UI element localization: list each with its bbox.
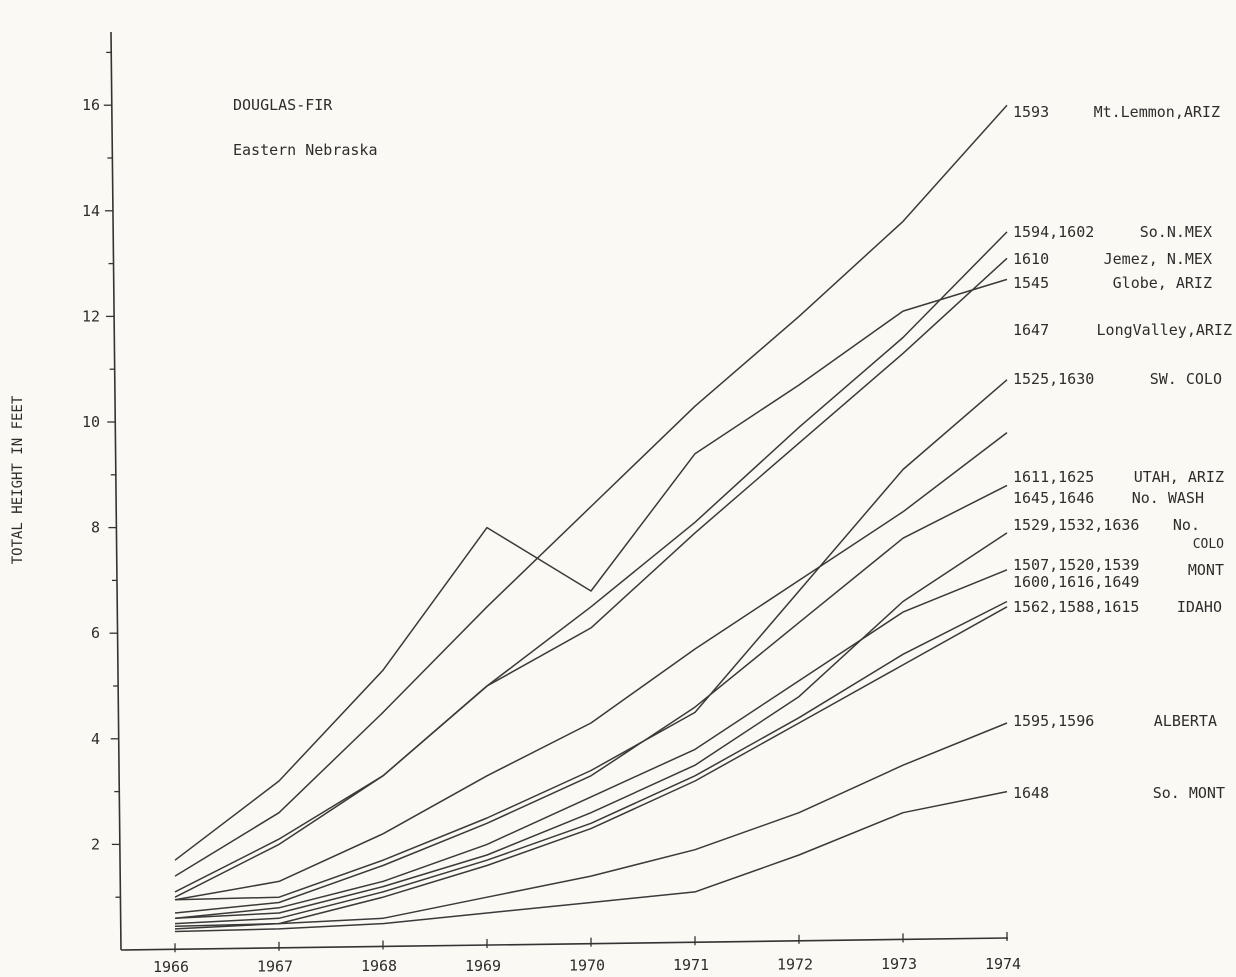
x-tick-label: 1968 — [361, 957, 397, 975]
line-label-code: 1562,1588,1615 — [1013, 598, 1139, 616]
series-line-4 — [174, 257, 1008, 893]
line-label-place: No. WASH — [1132, 489, 1204, 507]
x-axis-line — [120, 937, 1009, 951]
series-lines — [174, 104, 1008, 933]
x-tick-label: 1967 — [257, 958, 293, 976]
axes — [110, 31, 1009, 951]
line-label-code: 1610 — [1013, 250, 1049, 268]
line-label-place: COLO — [1193, 537, 1224, 552]
x-ticks: 1966 1967 1968 1969 1970 1971 1972 1973 1974 — [153, 932, 1021, 976]
series-line-2 — [174, 104, 1008, 877]
series-line-9 — [174, 532, 1008, 920]
line-label-place: SW. COLO — [1150, 370, 1222, 388]
line-label-code: 1600,1616,1649 — [1013, 573, 1139, 591]
line-label-code: 1594,1602 — [1013, 223, 1094, 241]
line-label-code: 1611,1625 — [1013, 468, 1094, 486]
line-label-code: 1545 — [1013, 274, 1049, 292]
y-tick-label: 6 — [91, 624, 100, 642]
y-tick-label: 2 — [91, 835, 100, 853]
line-label-place: Mt.Lemmon,ARIZ — [1094, 103, 1220, 121]
chart-title: DOUGLAS-FIR — [233, 96, 333, 114]
y-ticks: 2 4 6 8 10 12 14 16 — [82, 51, 121, 898]
line-label-place: Jemez, N.MEX — [1104, 250, 1212, 268]
line-label-place: ALBERTA — [1154, 712, 1217, 730]
line-label-place: So.N.MEX — [1140, 223, 1212, 241]
series-line-5 — [174, 432, 1008, 901]
line-label-code: 1647 — [1013, 321, 1049, 339]
x-tick-label: 1970 — [569, 956, 605, 974]
x-tick-label: 1972 — [777, 956, 813, 974]
line-label-code: 1525,1630 — [1013, 370, 1094, 388]
line-label-place: LongValley,ARIZ — [1097, 321, 1232, 339]
series-line-12 — [174, 722, 1008, 930]
x-tick-label: 1966 — [153, 958, 189, 976]
x-tick-label: 1971 — [673, 956, 709, 974]
y-tick-label: 10 — [82, 413, 100, 431]
y-tick-label: 8 — [91, 519, 100, 537]
chart-subtitle: Eastern Nebraska — [233, 141, 378, 159]
line-label-place: Globe, ARIZ — [1113, 274, 1212, 292]
y-tick-label: 14 — [82, 202, 100, 220]
line-label-place: IDAHO — [1177, 598, 1222, 616]
line-label-place: No. — [1173, 516, 1200, 534]
line-label-code: 1507,1520,1539 — [1013, 556, 1139, 574]
line-label-code: 1645,1646 — [1013, 489, 1094, 507]
y-tick-label: 4 — [91, 730, 100, 748]
series-line-11 — [174, 606, 1008, 927]
series-line-13 — [174, 790, 1008, 933]
x-tick-label: 1973 — [881, 955, 917, 973]
y-tick-label: 12 — [82, 307, 100, 325]
series-line-6 — [174, 379, 1008, 901]
line-label-code: 1593 — [1013, 103, 1049, 121]
line-label-code: 1595,1596 — [1013, 712, 1094, 730]
line-label-code: 1529,1532,1636 — [1013, 516, 1139, 534]
y-tick-label: 16 — [82, 96, 100, 114]
y-axis-line — [110, 31, 122, 951]
series-line-8 — [174, 569, 1008, 920]
line-label-place: So. MONT — [1153, 784, 1225, 802]
x-tick-label: 1974 — [985, 955, 1021, 973]
line-label-place: UTAH, ARIZ — [1134, 468, 1224, 486]
y-axis-title: TOTAL HEIGHT IN FEET — [10, 395, 26, 564]
line-label-code: 1648 — [1013, 784, 1049, 802]
line-label-place: MONT — [1188, 561, 1224, 579]
series-line-3 — [174, 231, 1008, 898]
series-line-1 — [174, 278, 1008, 861]
x-tick-label: 1969 — [465, 957, 501, 975]
series-line-10 — [174, 600, 1008, 925]
series-line-7 — [174, 484, 1008, 914]
line-labels: 1593 Mt.Lemmon,ARIZ 1594,1602 So.N.MEX 1610 J… — [1013, 103, 1232, 802]
